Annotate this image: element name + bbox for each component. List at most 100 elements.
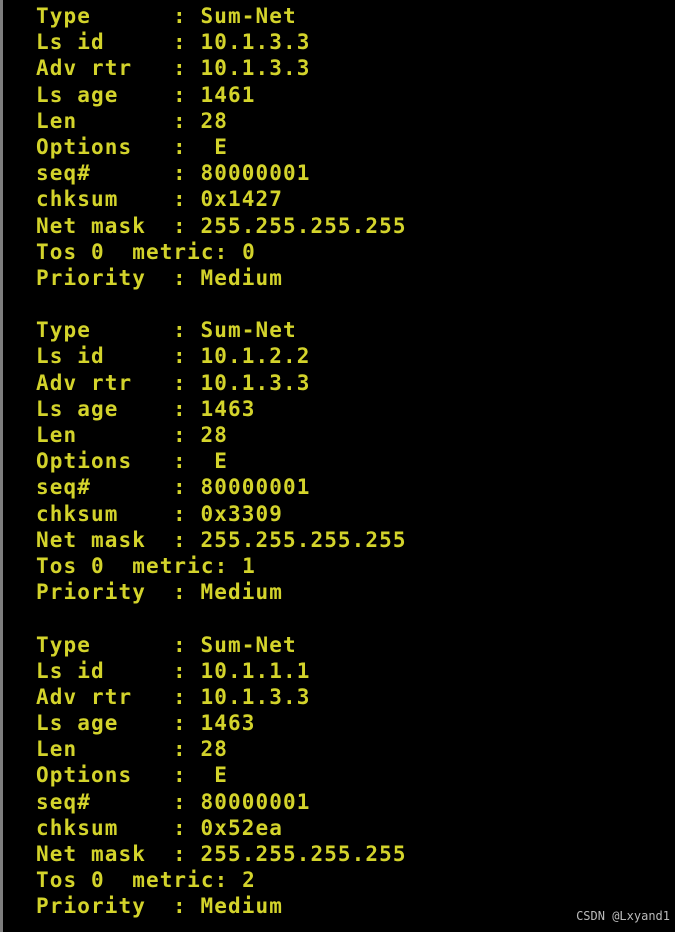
lsa-field-row: Ls id: 10.1.2.2 — [36, 343, 407, 369]
field-label: Len — [36, 737, 78, 762]
field-value: 80000001 — [200, 789, 311, 814]
field-separator: : — [173, 580, 201, 605]
lsa-field-row: Type: Sum-Net — [36, 3, 407, 29]
field-label: Net mask — [36, 842, 146, 866]
field-value: Sum-Net — [200, 318, 297, 343]
lsa-field-row: Tos 0 metric: 1 — [36, 553, 407, 579]
field-separator: : — [173, 56, 201, 81]
field-label: seq# — [36, 475, 91, 500]
lsa-field-row: Type: Sum-Net — [36, 317, 407, 343]
lsa-field-row: seq#: 80000001 — [36, 474, 407, 500]
field-value: 1463 — [200, 396, 256, 421]
field-value: 10.1.1.1 — [200, 658, 311, 683]
lsa-field-row: Tos 0 metric: 2 — [36, 867, 407, 893]
field-label: Tos 0 metric — [36, 239, 215, 264]
field-separator: : — [173, 423, 201, 447]
field-value: Sum-Net — [200, 4, 297, 28]
lsa-field-row: Len: 28 — [36, 736, 407, 762]
field-separator: : — [173, 370, 201, 395]
left-border-strip — [0, 0, 3, 932]
field-label: Len — [36, 423, 78, 447]
field-separator: : — [173, 213, 201, 238]
lsa-field-row: Net mask: 255.255.255.255 — [36, 527, 407, 553]
field-value: 1463 — [200, 711, 256, 736]
field-separator: : — [173, 711, 201, 736]
field-label: Ls age — [36, 82, 119, 107]
field-label: Type — [36, 318, 91, 343]
field-separator: : — [173, 815, 201, 840]
field-value: 1461 — [200, 82, 256, 107]
field-label: Ls age — [36, 396, 119, 421]
lsa-field-row: Tos 0 metric: 0 — [36, 239, 407, 265]
field-label: Options — [36, 763, 133, 788]
field-separator: : — [173, 658, 201, 683]
field-separator: : — [173, 449, 201, 474]
field-separator: : — [173, 737, 201, 762]
field-label: seq# — [36, 789, 91, 814]
field-separator: : — [173, 632, 201, 657]
field-label: chksum — [36, 187, 119, 212]
field-label: Ls id — [36, 30, 105, 55]
field-label: Net mask — [36, 213, 146, 238]
field-value: Medium — [200, 894, 283, 919]
field-value: 2 — [242, 868, 256, 893]
lsa-block: Type: Sum-Net Ls id: 10.1.3.3 Adv rtr: 10.… — [36, 3, 407, 291]
field-separator: : — [173, 475, 201, 500]
field-label: Tos 0 metric — [36, 868, 215, 893]
field-value: 255.255.255.255 — [200, 842, 407, 866]
lsa-field-row: Options: E — [36, 134, 407, 160]
field-separator: : — [173, 501, 201, 526]
field-label: Adv rtr — [36, 56, 133, 81]
field-value: 28 — [200, 108, 228, 133]
lsa-field-row: seq#: 80000001 — [36, 160, 407, 186]
field-separator: : — [173, 82, 201, 107]
lsa-field-row: chksum: 0x3309 — [36, 501, 407, 527]
field-label: Options — [36, 449, 133, 474]
field-value: 28 — [200, 423, 228, 447]
lsa-field-row: Net mask: 255.255.255.255 — [36, 213, 407, 239]
lsa-field-row: Priority: Medium — [36, 265, 407, 291]
lsa-field-row: Len: 28 — [36, 422, 407, 448]
field-label: chksum — [36, 815, 119, 840]
field-label: chksum — [36, 501, 119, 526]
blank-line — [36, 605, 407, 631]
lsa-field-row: chksum: 0x52ea — [36, 815, 407, 841]
lsa-field-row: Priority: Medium — [36, 579, 407, 605]
field-value: 10.1.3.3 — [200, 370, 311, 395]
field-label: Type — [36, 4, 91, 28]
field-separator: : — [214, 239, 243, 264]
lsa-field-row: Net mask: 255.255.255.255 — [36, 841, 407, 867]
field-label: Ls id — [36, 344, 105, 369]
field-value: 255.255.255.255 — [200, 527, 407, 552]
field-separator: : — [173, 4, 201, 28]
field-label: Ls id — [36, 658, 105, 683]
field-separator: : — [173, 187, 201, 212]
field-value: 0x52ea — [200, 815, 283, 840]
field-value: E — [200, 449, 228, 474]
lsa-field-row: Adv rtr: 10.1.3.3 — [36, 55, 407, 81]
field-separator: : — [173, 527, 201, 552]
field-value: E — [200, 763, 228, 788]
lsa-field-row: Len: 28 — [36, 108, 407, 134]
field-separator: : — [173, 344, 201, 369]
field-value: 0x1427 — [200, 187, 283, 212]
field-value: 10.1.2.2 — [200, 344, 311, 369]
field-separator: : — [173, 30, 201, 55]
lsa-field-row: Ls id: 10.1.1.1 — [36, 658, 407, 684]
field-value: Medium — [200, 580, 283, 605]
field-value: 10.1.3.3 — [200, 684, 311, 709]
field-label: seq# — [36, 161, 91, 186]
field-label: Len — [36, 108, 78, 133]
lsa-field-row: Ls id: 10.1.3.3 — [36, 29, 407, 55]
field-separator: : — [214, 553, 243, 578]
field-separator: : — [173, 842, 201, 866]
field-value: 255.255.255.255 — [200, 213, 407, 238]
field-value: E — [200, 134, 228, 159]
field-label: Ls age — [36, 711, 119, 736]
lsa-field-row: chksum: 0x1427 — [36, 186, 407, 212]
lsa-field-row: Options: E — [36, 762, 407, 788]
field-separator: : — [173, 763, 201, 788]
field-separator: : — [173, 108, 201, 133]
field-value: 0x3309 — [200, 501, 283, 526]
